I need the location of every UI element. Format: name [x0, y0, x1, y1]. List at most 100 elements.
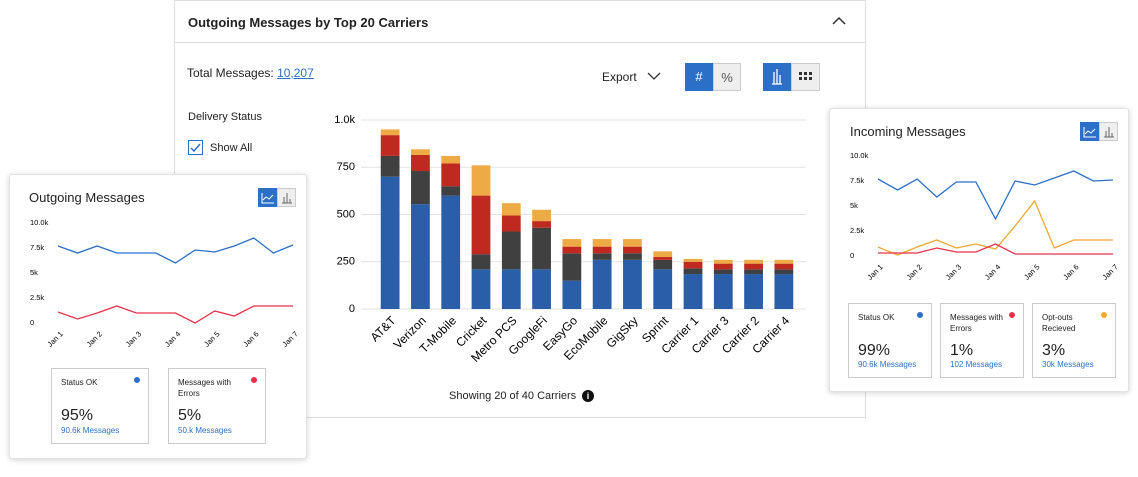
x-tick-label: Jan 1 — [45, 329, 64, 348]
stat-detail: 50.k Messages — [178, 426, 232, 435]
y-tick-label: 0 — [850, 251, 854, 260]
bar-segment — [774, 274, 794, 309]
stat-card: Messages with Errors 5% 50.k Messages — [168, 368, 266, 444]
x-tick-label: Jan 5 — [1022, 262, 1041, 281]
x-tick-label: Jan 1 — [865, 262, 884, 281]
bar-segment — [380, 129, 400, 136]
bar-segment — [532, 209, 551, 222]
chart-type-toggle[interactable] — [258, 188, 296, 207]
y-tick-label: 1.0k — [334, 114, 355, 126]
bar-segment — [592, 239, 612, 247]
stat-card: Status OK 95% 90.6k Messages — [51, 368, 149, 444]
y-tick-label: 0 — [30, 318, 34, 327]
stat-percent: 1% — [950, 342, 974, 359]
x-tick-label: Jan 3 — [944, 262, 963, 281]
bar-segment — [623, 253, 642, 260]
stat-detail: 90.6k Messages — [858, 360, 917, 369]
stat-dot — [1101, 312, 1107, 318]
bar-segment — [713, 274, 733, 309]
bar-segment — [623, 259, 642, 309]
bar-segment — [713, 263, 733, 270]
x-tick-label: Jan 6 — [241, 329, 260, 348]
bar-segment — [471, 165, 491, 196]
bar-segment — [562, 253, 582, 281]
svg-text:i: i — [587, 391, 590, 401]
stat-percent: 3% — [1042, 342, 1066, 359]
bar-segment — [683, 274, 703, 309]
bar-segment — [411, 204, 430, 309]
x-tick-label: Jan 3 — [124, 329, 143, 348]
bar-segment — [713, 259, 733, 264]
stat-card: Messages with Errors 1% 102 Messages — [940, 303, 1024, 378]
bar-segment — [501, 215, 521, 232]
stat-label: Status OK — [858, 313, 895, 322]
stat-card: Opt-outs Recieved 3% 30k Messages — [1032, 303, 1116, 378]
series-line — [877, 199, 1113, 256]
bar-segment — [411, 171, 430, 205]
bar-segment — [653, 269, 673, 309]
x-tick-label: Jan 4 — [983, 262, 1002, 281]
bar-segment — [623, 246, 642, 254]
bar-segment — [653, 257, 673, 260]
bar-segment — [441, 155, 461, 164]
card-title: Incoming Messages — [850, 124, 966, 139]
x-tick-label: Jan 7 — [1100, 262, 1119, 281]
y-tick-label: 7.5k — [850, 176, 864, 185]
series-line — [878, 243, 1113, 255]
info-icon[interactable]: i — [581, 389, 595, 403]
bar-segment — [774, 259, 794, 264]
bar-segment — [532, 227, 551, 270]
bar-segment — [380, 176, 400, 309]
percent-toggle[interactable]: % — [713, 63, 741, 91]
panel-title: Outgoing Messages by Top 20 Carriers — [188, 15, 429, 30]
x-tick-label: GigSky — [604, 313, 641, 350]
bar-segment — [683, 268, 703, 275]
stat-detail: 90.6k Messages — [61, 426, 120, 435]
bar-segment — [562, 246, 582, 254]
y-tick-label: 5k — [850, 201, 858, 210]
panel-header: Outgoing Messages by Top 20 Carriers — [175, 1, 865, 43]
stat-detail: 30k Messages — [1042, 360, 1094, 369]
stat-percent: 5% — [178, 407, 202, 424]
bar-segment — [501, 203, 521, 216]
y-tick-label: 2.5k — [30, 293, 44, 302]
total-link[interactable]: 10,207 — [277, 66, 314, 80]
bar-segment — [562, 239, 582, 247]
stat-label: Status OK — [61, 378, 98, 387]
show-all-checkbox[interactable] — [188, 140, 204, 156]
bar-segment — [592, 253, 612, 260]
series-line — [57, 237, 294, 264]
export-button[interactable]: Export — [602, 70, 662, 84]
collapse-chevron[interactable] — [831, 15, 847, 27]
bar-segment — [471, 195, 491, 255]
bar-segment — [501, 231, 521, 270]
bar-segment — [744, 263, 763, 270]
y-tick-label: 500 — [337, 208, 355, 220]
count-toggle[interactable]: # — [685, 63, 713, 91]
bar-segment — [653, 251, 673, 258]
chart-type-toggle[interactable] — [1080, 122, 1118, 141]
bar-segment — [471, 254, 491, 270]
bar-segment — [471, 269, 491, 309]
total-label: Total Messages: — [187, 66, 274, 80]
stat-dot — [917, 312, 923, 318]
series-line — [877, 170, 1114, 221]
series-line — [57, 305, 293, 324]
bar-segment — [380, 155, 400, 177]
y-tick-label: 10.0k — [30, 218, 49, 227]
view-toggle[interactable] — [763, 63, 821, 91]
bar-segment — [774, 263, 794, 270]
x-tick-label: Jan 5 — [202, 329, 221, 348]
x-tick-label: Jan 2 — [85, 329, 104, 348]
x-tick-label: Jan 2 — [905, 262, 924, 281]
bar-segment — [744, 269, 763, 275]
bar-segment — [713, 269, 733, 275]
bar-segment — [411, 154, 430, 172]
stat-dot — [251, 377, 257, 383]
stat-percent: 95% — [61, 407, 94, 424]
total-messages: Total Messages: 10,207 — [187, 66, 314, 80]
export-chevron — [647, 72, 661, 80]
bar-segment — [532, 269, 551, 309]
bar-segment — [683, 261, 703, 269]
